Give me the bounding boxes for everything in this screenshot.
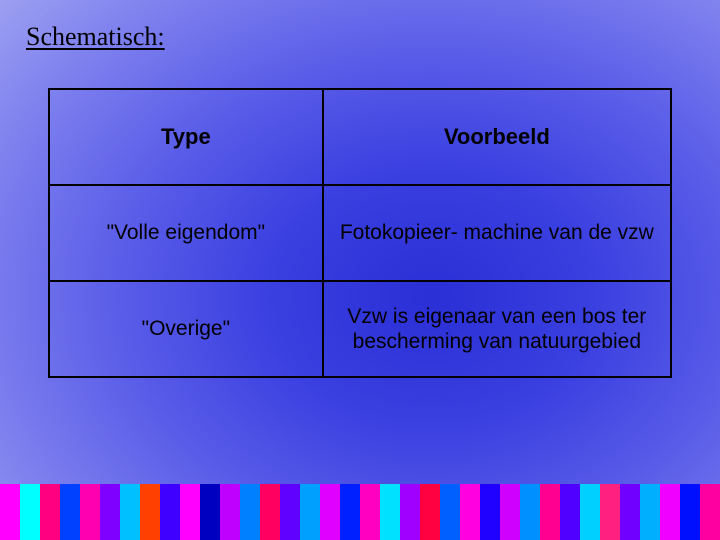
band-stripe xyxy=(620,484,640,540)
band-stripe xyxy=(480,484,500,540)
band-stripe xyxy=(180,484,200,540)
band-stripe xyxy=(320,484,340,540)
band-stripe xyxy=(700,484,720,540)
band-stripe xyxy=(80,484,100,540)
table-header-row: Type Voorbeeld xyxy=(49,89,671,185)
band-stripe xyxy=(380,484,400,540)
schematic-table: Type Voorbeeld "Volle eigendom" Fotokopi… xyxy=(48,88,672,378)
band-stripe xyxy=(120,484,140,540)
page-title: Schematisch: xyxy=(26,22,165,52)
band-stripe xyxy=(160,484,180,540)
band-stripe xyxy=(0,484,20,540)
cell-example: Fotokopieer- machine van de vzw xyxy=(323,185,671,281)
band-stripe xyxy=(20,484,40,540)
band-stripe xyxy=(440,484,460,540)
band-stripe xyxy=(140,484,160,540)
band-stripe xyxy=(540,484,560,540)
band-stripe xyxy=(500,484,520,540)
band-stripe xyxy=(220,484,240,540)
band-stripe xyxy=(60,484,80,540)
band-stripe xyxy=(600,484,620,540)
band-stripe xyxy=(680,484,700,540)
table-row: "Overige" Vzw is eigenaar van een bos te… xyxy=(49,281,671,377)
band-stripe xyxy=(40,484,60,540)
band-stripe xyxy=(520,484,540,540)
band-stripe xyxy=(420,484,440,540)
band-stripe xyxy=(460,484,480,540)
band-stripe xyxy=(280,484,300,540)
band-stripe xyxy=(400,484,420,540)
band-stripe xyxy=(640,484,660,540)
band-stripe xyxy=(560,484,580,540)
band-stripe xyxy=(240,484,260,540)
band-stripe xyxy=(580,484,600,540)
cell-type: "Volle eigendom" xyxy=(49,185,323,281)
band-stripe xyxy=(360,484,380,540)
cell-example: Vzw is eigenaar van een bos ter bescherm… xyxy=(323,281,671,377)
column-header-type: Type xyxy=(49,89,323,185)
band-stripe xyxy=(260,484,280,540)
band-stripe xyxy=(340,484,360,540)
cell-type: "Overige" xyxy=(49,281,323,377)
band-stripe xyxy=(200,484,220,540)
band-stripe xyxy=(300,484,320,540)
decorative-bottom-band xyxy=(0,484,720,540)
table-row: "Volle eigendom" Fotokopieer- machine va… xyxy=(49,185,671,281)
band-stripe xyxy=(100,484,120,540)
column-header-voorbeeld: Voorbeeld xyxy=(323,89,671,185)
band-stripe xyxy=(660,484,680,540)
